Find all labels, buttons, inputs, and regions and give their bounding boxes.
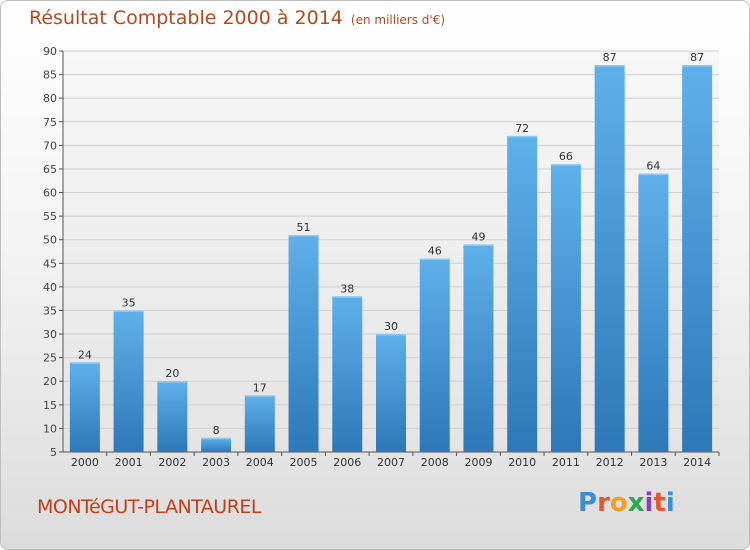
chart-title: Résultat Comptable 2000 à 2014 (en millie… xyxy=(29,7,445,29)
y-tick-label: 30 xyxy=(43,328,57,341)
data-label: 64 xyxy=(646,160,660,173)
y-tick-label: 35 xyxy=(43,304,57,317)
data-labels: 24 35 20 8 17 51 38 30 46 49 72 66 87 64 87 xyxy=(78,51,704,437)
logo-letter: r xyxy=(597,488,610,518)
y-tick-label: 85 xyxy=(43,69,57,82)
x-tick-label: 2005 xyxy=(290,456,318,469)
data-label: 66 xyxy=(559,150,573,163)
bar-top-edge xyxy=(638,173,669,176)
bar-top-edge xyxy=(594,65,625,67)
data-label: 17 xyxy=(253,381,267,394)
x-tick-label: 2013 xyxy=(639,456,667,469)
x-tick-label: 2010 xyxy=(508,456,536,469)
y-tick-label: 40 xyxy=(43,281,57,294)
bar-top-edge xyxy=(244,395,275,397)
data-label: 35 xyxy=(122,296,136,309)
x-tick-label: 2011 xyxy=(552,456,580,469)
bar-top-edge xyxy=(376,334,406,336)
bar xyxy=(332,296,363,452)
data-label: 46 xyxy=(428,245,442,258)
data-label: 72 xyxy=(515,122,529,135)
logo-letter: i xyxy=(644,488,654,518)
logo-letter: P xyxy=(578,488,598,518)
y-tick-label: 65 xyxy=(43,163,57,176)
y-tick-label: 55 xyxy=(43,210,57,223)
y-tick-label: 70 xyxy=(43,139,57,152)
bar xyxy=(463,244,494,452)
y-tick-label: 90 xyxy=(43,45,57,58)
bar-top-edge xyxy=(507,135,538,138)
y-tick-label: 5 xyxy=(50,446,57,459)
bar xyxy=(507,135,538,452)
data-label: 24 xyxy=(78,348,92,361)
x-tick-label: 2003 xyxy=(202,456,230,469)
logo-letter: o xyxy=(609,488,628,518)
logo-letter: i xyxy=(665,488,675,518)
x-tick-label: 2006 xyxy=(333,456,361,469)
logo-letter: x xyxy=(627,488,645,518)
x-tick-label: 2009 xyxy=(464,456,492,469)
y-tick-label: 10 xyxy=(43,422,57,435)
bar xyxy=(157,381,188,452)
bar xyxy=(201,437,232,452)
y-tick-label: 20 xyxy=(43,375,57,388)
bar-top-edge xyxy=(682,65,713,67)
chart-subtitle: (en milliers d'€) xyxy=(350,13,446,27)
y-tick-label: 60 xyxy=(43,187,57,200)
data-label: 8 xyxy=(213,424,220,437)
bar xyxy=(550,164,581,453)
data-label: 49 xyxy=(471,230,485,243)
x-tick-label: 2007 xyxy=(377,456,405,469)
bar xyxy=(682,65,713,452)
bar-top-edge xyxy=(419,258,450,261)
y-tick-label: 80 xyxy=(43,92,57,105)
bar-top-edge xyxy=(69,362,100,364)
x-tick-label: 2004 xyxy=(246,456,274,469)
bar-top-edge xyxy=(201,437,232,440)
data-label: 38 xyxy=(340,282,354,295)
bar xyxy=(594,65,625,452)
data-label: 51 xyxy=(297,221,311,234)
bar xyxy=(244,395,275,452)
y-tick-label: 45 xyxy=(43,257,57,270)
x-tick-label: 2001 xyxy=(115,456,143,469)
data-label: 20 xyxy=(165,367,179,380)
x-tick-label: 2000 xyxy=(71,456,99,469)
bars xyxy=(69,65,713,453)
chart-title-text: Résultat Comptable 2000 à 2014 xyxy=(29,7,343,29)
y-tick-label: 75 xyxy=(43,116,57,129)
bar xyxy=(419,258,450,452)
bar-top-edge xyxy=(550,164,581,166)
bar-top-edge xyxy=(113,310,144,312)
data-label: 30 xyxy=(384,320,398,333)
commune-name: MONTéGUT-PLANTAUREL xyxy=(37,496,262,518)
y-tick-label: 25 xyxy=(43,352,57,365)
bar xyxy=(376,334,406,452)
bar xyxy=(69,362,100,452)
bar xyxy=(288,234,319,452)
bar xyxy=(638,173,669,453)
logo-letter: t xyxy=(653,488,666,518)
bar-top-edge xyxy=(332,296,363,298)
x-tick-label: 2012 xyxy=(596,456,624,469)
y-tick-label: 50 xyxy=(43,234,57,247)
bar xyxy=(113,310,144,452)
bar-top-edge xyxy=(288,234,319,237)
bar-top-edge xyxy=(463,244,494,246)
data-label: 87 xyxy=(603,51,617,64)
y-tick-label: 15 xyxy=(43,399,57,412)
x-tick-label: 2002 xyxy=(158,456,186,469)
data-label: 87 xyxy=(690,51,704,64)
bar-top-edge xyxy=(157,381,188,383)
x-tick-label: 2014 xyxy=(683,456,711,469)
x-tick-label: 2008 xyxy=(421,456,449,469)
proxiti-logo[interactable]: Proxiti xyxy=(578,488,675,518)
